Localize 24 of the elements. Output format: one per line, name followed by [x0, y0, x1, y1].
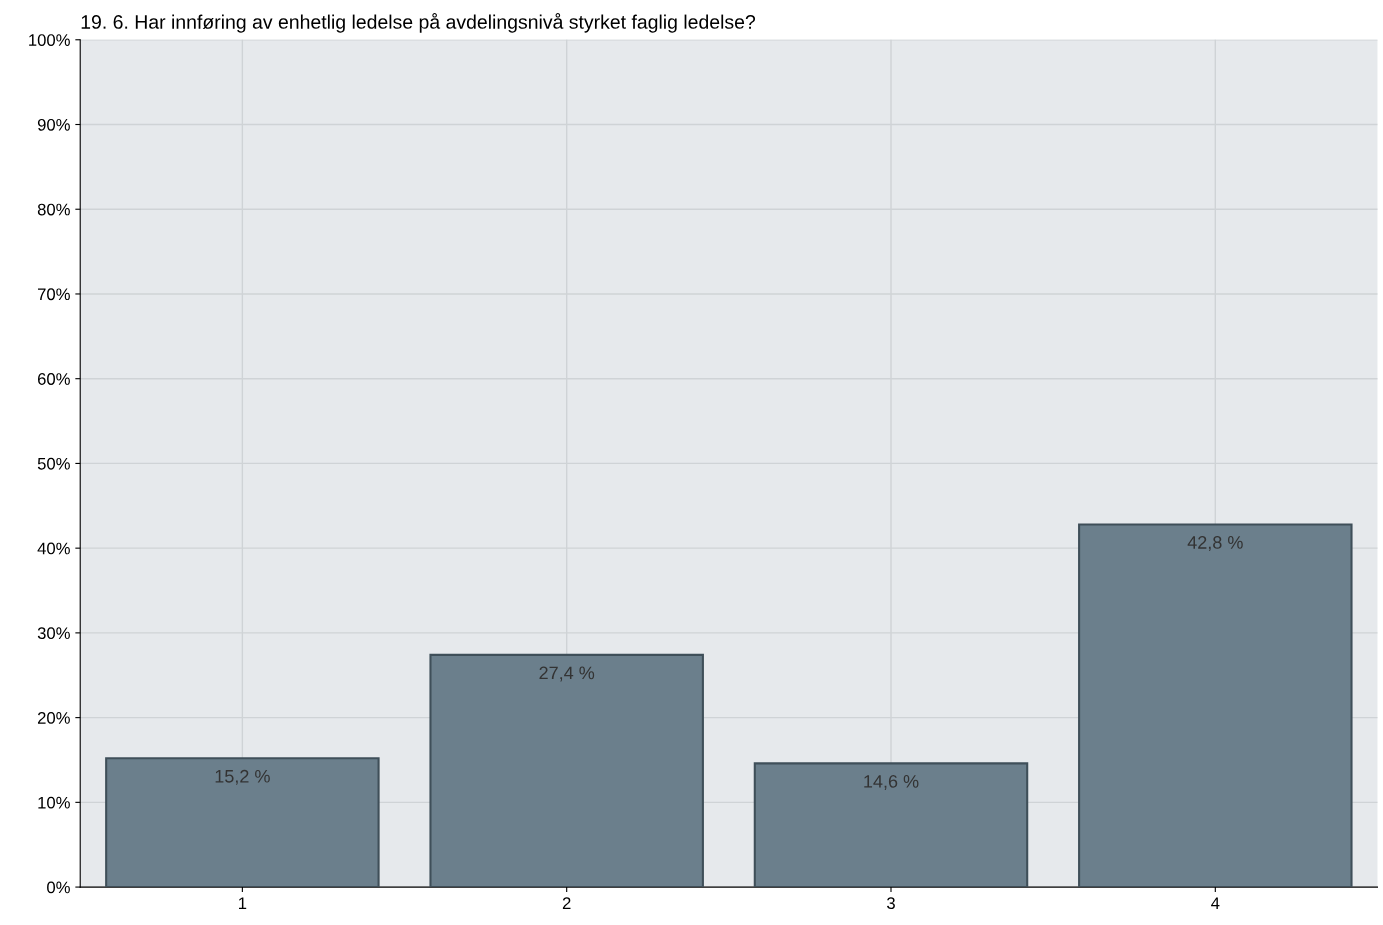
y-tick-label: 40%: [37, 542, 70, 555]
y-tick-label: 100%: [29, 34, 70, 46]
x-tick-label: 4: [1211, 897, 1220, 909]
bar: [429, 653, 704, 888]
y-tick-label: 0%: [47, 881, 70, 894]
y-tick-label: 30%: [37, 627, 70, 640]
y-tick-label: 90%: [37, 118, 70, 131]
data-label: 27,4 %: [539, 666, 595, 682]
data-label: 42,8 %: [1187, 536, 1243, 551]
x-tick-label: 2: [562, 897, 571, 909]
data-label: 15,2 %: [215, 769, 270, 785]
bar: [753, 762, 1029, 888]
data-label: 14,6 %: [864, 774, 919, 790]
x-tick-label: 1: [239, 897, 247, 909]
y-tick-label: 50%: [37, 457, 70, 470]
bar: [105, 757, 380, 888]
y-tick-label: 80%: [37, 203, 70, 216]
y-tick-label: 70%: [37, 288, 70, 301]
chart-title: 19. 6. Har innføring av enhetlig ledelse på avdelingsnivå styrket faglig ledelse?: [81, 12, 756, 33]
y-tick-label: 10%: [38, 796, 70, 809]
x-tick-label: 3: [887, 897, 895, 910]
y-tick-label: 20%: [37, 712, 70, 724]
y-tick-label: 60%: [37, 373, 70, 385]
bar: [1078, 523, 1353, 888]
